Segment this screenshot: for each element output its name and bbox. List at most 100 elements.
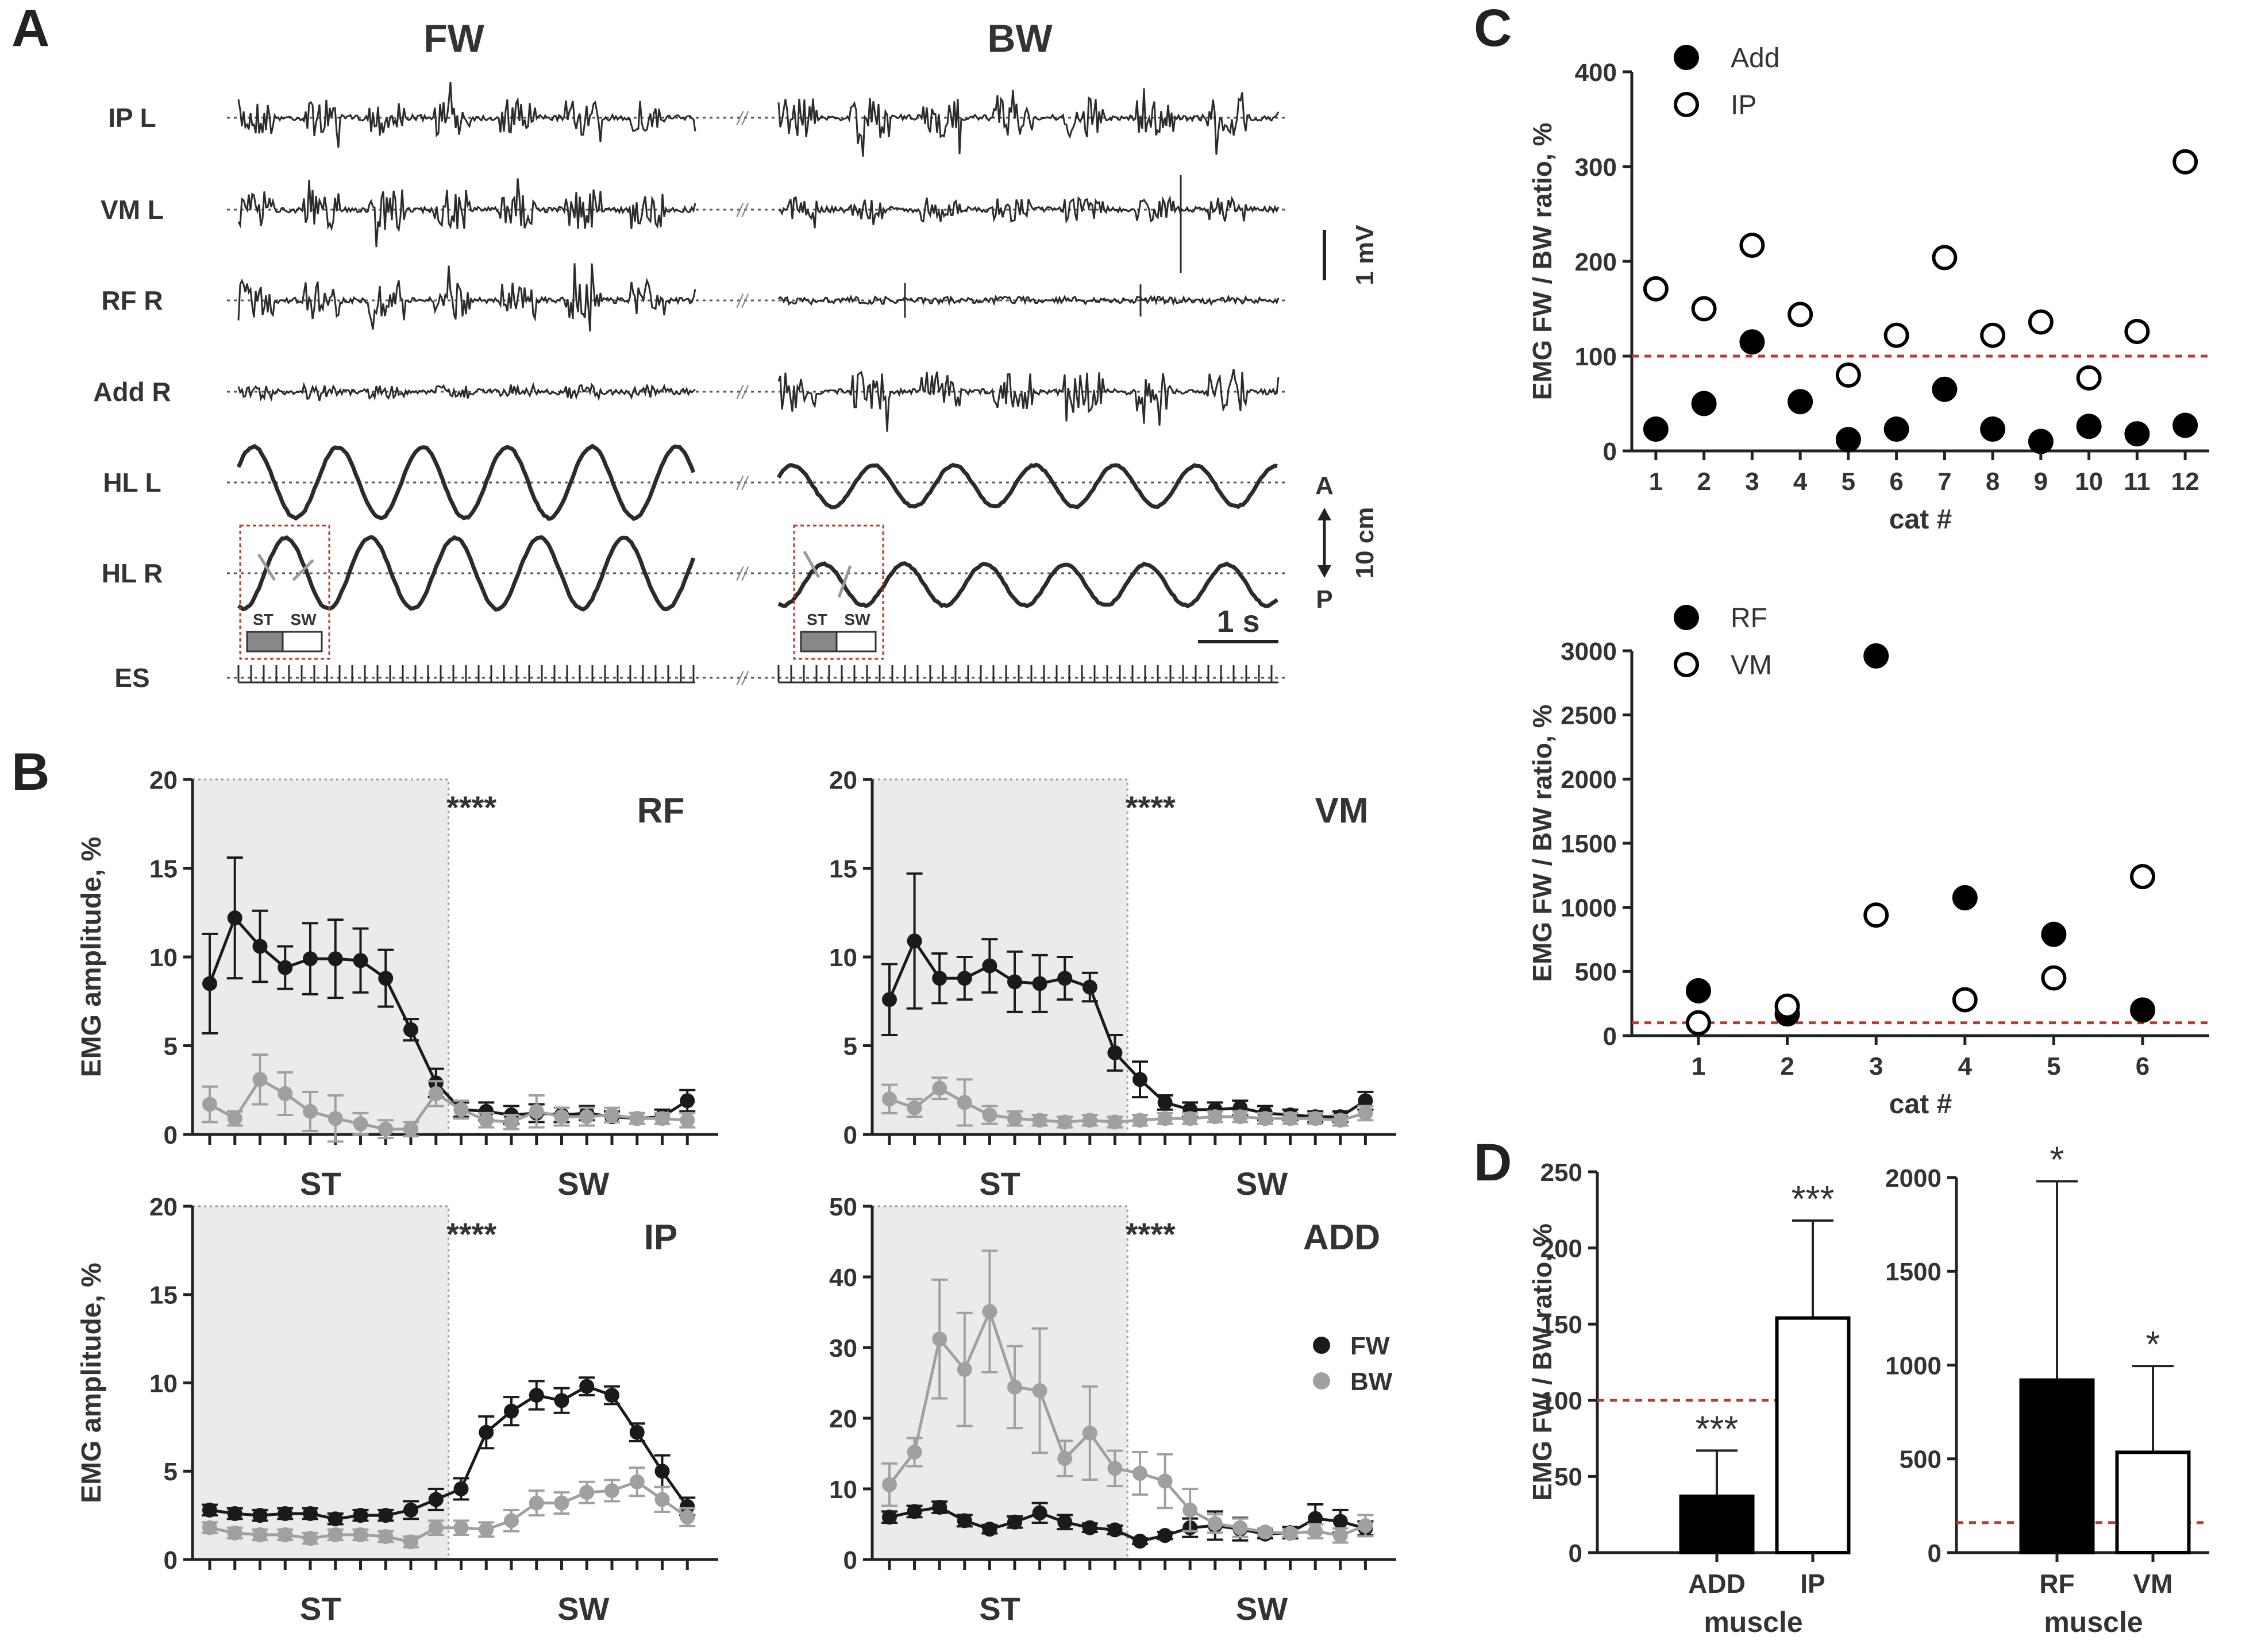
significance-marker: ****	[446, 789, 496, 825]
y-tick-label: 0	[1603, 438, 1617, 466]
data-point	[227, 1525, 242, 1541]
data-point	[1332, 1514, 1348, 1529]
data-point	[1207, 1516, 1223, 1531]
y-tick-label: 100	[1540, 1387, 1582, 1415]
y-tick-label: 0	[1928, 1539, 1941, 1568]
data-point	[957, 1513, 972, 1529]
y-tick-label: 10	[149, 1369, 178, 1398]
x-tick-label: 1	[1649, 468, 1663, 496]
panel-letter-c: C	[1474, 0, 1512, 57]
y-tick-label: 15	[149, 855, 178, 883]
y-tick-label: 150	[1540, 1311, 1582, 1339]
y-tick-label: 20	[829, 1405, 857, 1433]
data-point	[1282, 1111, 1298, 1126]
emg-trace	[778, 175, 1280, 273]
significance-marker: ***	[1792, 1178, 1835, 1219]
chart-rf-vm-bars: 0 500 1000 1500 2000 * RF * VM muscle	[1885, 1139, 2209, 1638]
panel-a-traces: FW BW IP L//VM L//RF R//Add R//HL L//HL …	[93, 17, 1379, 693]
x-label-stance: ST	[300, 1591, 341, 1627]
data-point	[403, 1121, 418, 1137]
data-point	[1932, 245, 1958, 271]
chart-title: RF	[637, 791, 685, 831]
data-point	[1107, 1045, 1123, 1060]
x-label-stance: ST	[979, 1591, 1020, 1627]
data-point	[1952, 987, 1978, 1013]
y-tick-label: 2000	[1885, 1164, 1941, 1192]
data-point	[654, 1111, 670, 1126]
x-tick-label: 8	[1986, 468, 2000, 496]
data-point	[680, 1093, 695, 1109]
y-tick-label: 5	[164, 1458, 178, 1486]
y-tick-label: 0	[1569, 1539, 1582, 1568]
data-point	[1883, 322, 1909, 348]
arrow-down-icon	[1318, 565, 1331, 578]
trace-label: IP L	[108, 103, 156, 133]
data-point	[328, 1111, 343, 1126]
data-point	[303, 1506, 318, 1522]
category-label: RF	[2039, 1569, 2074, 1599]
data-point	[629, 1425, 645, 1440]
legend-marker	[1674, 45, 1699, 70]
data-point	[1308, 1511, 1323, 1526]
legend-fw-label: FW	[1350, 1332, 1390, 1360]
data-point	[1207, 1109, 1223, 1125]
data-point	[403, 1502, 418, 1518]
bar	[2019, 1378, 2095, 1555]
emg-trace	[777, 88, 1280, 157]
data-point	[202, 1502, 217, 1518]
data-point	[932, 971, 947, 986]
data-point	[1643, 276, 1669, 302]
arrow-up-icon	[1318, 508, 1331, 520]
y-tick-label: 20	[829, 766, 857, 794]
data-point	[504, 1513, 519, 1529]
label-anterior: A	[1315, 472, 1334, 500]
x-tick-label: 5	[2047, 1052, 2060, 1080]
data-point	[579, 1109, 595, 1125]
data-point	[957, 971, 972, 986]
data-point	[654, 1492, 670, 1507]
y-tick-label: 3000	[1561, 638, 1617, 666]
data-point	[353, 1527, 368, 1542]
y-tick-label: 0	[164, 1546, 178, 1574]
data-point	[227, 1111, 242, 1126]
data-point	[1835, 427, 1861, 453]
data-point	[1739, 329, 1765, 355]
y-tick-label: 20	[149, 1193, 178, 1221]
data-point	[907, 933, 922, 949]
data-point	[604, 1107, 619, 1123]
significance-marker: ****	[1126, 1216, 1176, 1252]
significance-marker: *	[2050, 1139, 2064, 1180]
y-tick-label: 5	[843, 1032, 857, 1060]
y-tick-label: 500	[1575, 958, 1617, 986]
data-point	[504, 1114, 519, 1130]
data-point	[353, 1116, 368, 1132]
inset-st-label: ST	[253, 611, 273, 628]
stance-region	[871, 778, 1128, 1136]
trace-row: VM L //	[101, 175, 1287, 273]
arrow-diagonal-icon	[837, 565, 852, 598]
trace-label: ES	[114, 663, 149, 693]
data-point	[278, 1527, 293, 1542]
emg-trace	[237, 381, 696, 402]
data-point	[932, 1331, 947, 1347]
legend-label: IP	[1731, 90, 1756, 121]
data-point	[1883, 416, 1909, 442]
legend-label: Add	[1731, 43, 1779, 74]
error-bar	[2132, 1365, 2174, 1453]
data-point	[982, 1107, 997, 1123]
data-point	[529, 1103, 544, 1119]
data-point	[1132, 1465, 1147, 1481]
chart-vm-profile: 0 5 10 15 20 VM **** ST SW	[829, 766, 1396, 1202]
y-tick-label: 100	[1575, 343, 1617, 371]
data-point	[2041, 965, 2067, 991]
y-tick-label: 50	[1554, 1463, 1582, 1491]
data-point	[1835, 362, 1861, 388]
data-point	[882, 1510, 897, 1525]
trace-row: RF R //	[101, 263, 1287, 332]
inset-bw-phase: ST SW	[793, 524, 884, 660]
y-tick-label: 10	[149, 944, 178, 972]
y-tick-label: 20	[149, 766, 178, 794]
break-mark: //	[736, 108, 749, 129]
data-point	[1132, 1113, 1147, 1128]
data-point	[1082, 1113, 1097, 1128]
